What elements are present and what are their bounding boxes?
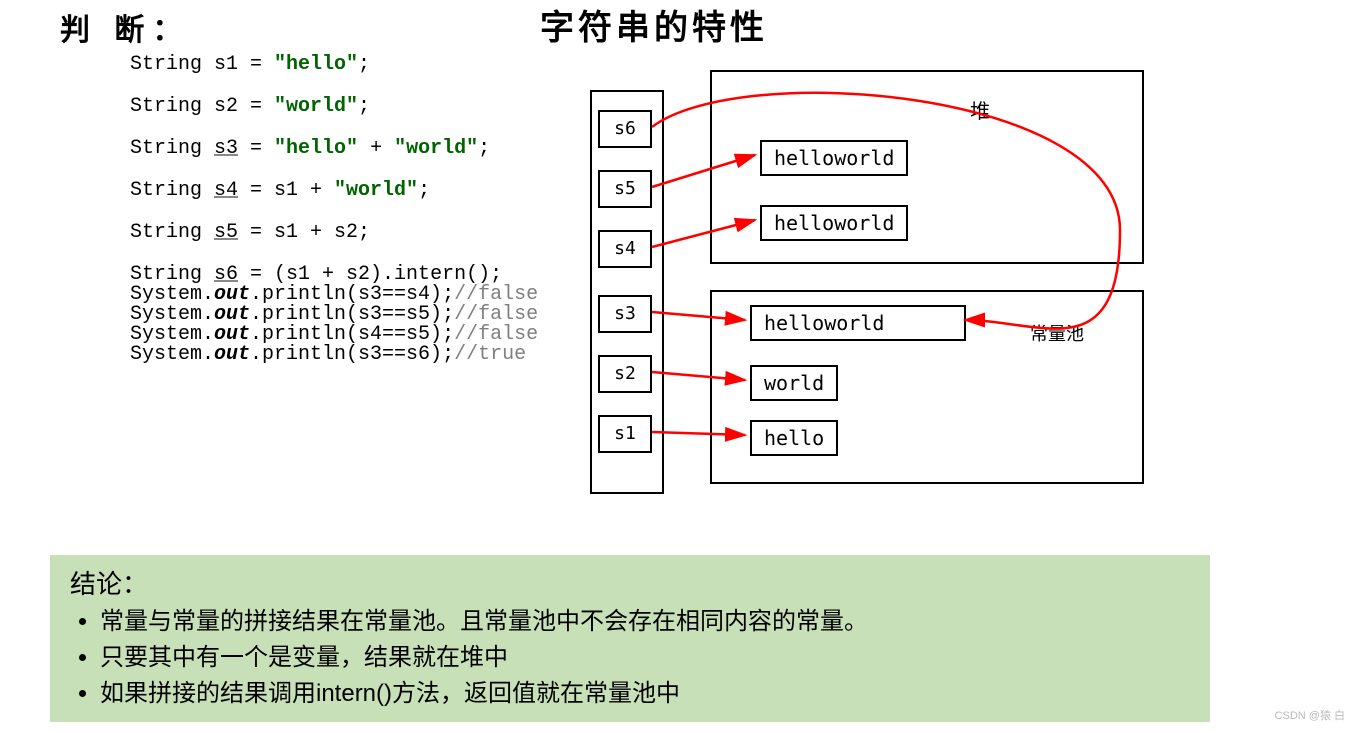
- conclusion-bullet: 只要其中有一个是变量，结果就在堆中: [100, 640, 1190, 676]
- watermark: CSDN @猿 白: [1275, 707, 1345, 723]
- object-box-3: world: [750, 365, 838, 401]
- conclusion-bullet: 如果拼接的结果调用intern()方法，返回值就在常量池中: [100, 676, 1190, 712]
- stack-cell-s4: s4: [598, 230, 652, 268]
- object-box-4: hello: [750, 420, 838, 456]
- stack-cell-s3: s3: [598, 295, 652, 333]
- memory-diagram: s6s5s4s3s2s1 堆 常量池 helloworldhelloworldh…: [590, 70, 1150, 500]
- header-left: 判 断：: [60, 5, 190, 49]
- stack-cell-s6: s6: [598, 110, 652, 148]
- code-line: System.out.println(s3==s6);//true: [130, 345, 538, 365]
- heap-label: 堆: [970, 95, 990, 124]
- code-line: System.out.println(s3==s5);//false: [130, 305, 538, 325]
- object-box-0: helloworld: [760, 140, 908, 176]
- code-line: String s3 = "hello" + "world";: [130, 139, 538, 159]
- object-box-2: helloworld: [750, 305, 966, 341]
- code-line: String s2 = "world";: [130, 97, 538, 117]
- header-right: 字符串的特性: [540, 0, 768, 49]
- code-line: String s5 = s1 + s2;: [130, 223, 538, 243]
- code-line: System.out.println(s3==s4);//false: [130, 285, 538, 305]
- conclusion-bullet: 常量与常量的拼接结果在常量池。且常量池中不会存在相同内容的常量。: [100, 604, 1190, 640]
- code-block: String s1 = "hello"; String s2 = "world";…: [130, 55, 538, 365]
- code-line: System.out.println(s4==s5);//false: [130, 325, 538, 345]
- conclusion-box: 结论： 常量与常量的拼接结果在常量池。且常量池中不会存在相同内容的常量。只要其中…: [50, 555, 1210, 722]
- code-line: String s4 = s1 + "world";: [130, 181, 538, 201]
- code-line: String s1 = "hello";: [130, 55, 538, 75]
- stack-cell-s2: s2: [598, 355, 652, 393]
- stack-cell-s5: s5: [598, 170, 652, 208]
- stack-cell-s1: s1: [598, 415, 652, 453]
- object-box-1: helloworld: [760, 205, 908, 241]
- conclusion-list: 常量与常量的拼接结果在常量池。且常量池中不会存在相同内容的常量。只要其中有一个是…: [100, 604, 1190, 712]
- code-line: String s6 = (s1 + s2).intern();: [130, 265, 538, 285]
- conclusion-title: 结论：: [70, 565, 1190, 604]
- pool-label: 常量池: [1030, 320, 1084, 346]
